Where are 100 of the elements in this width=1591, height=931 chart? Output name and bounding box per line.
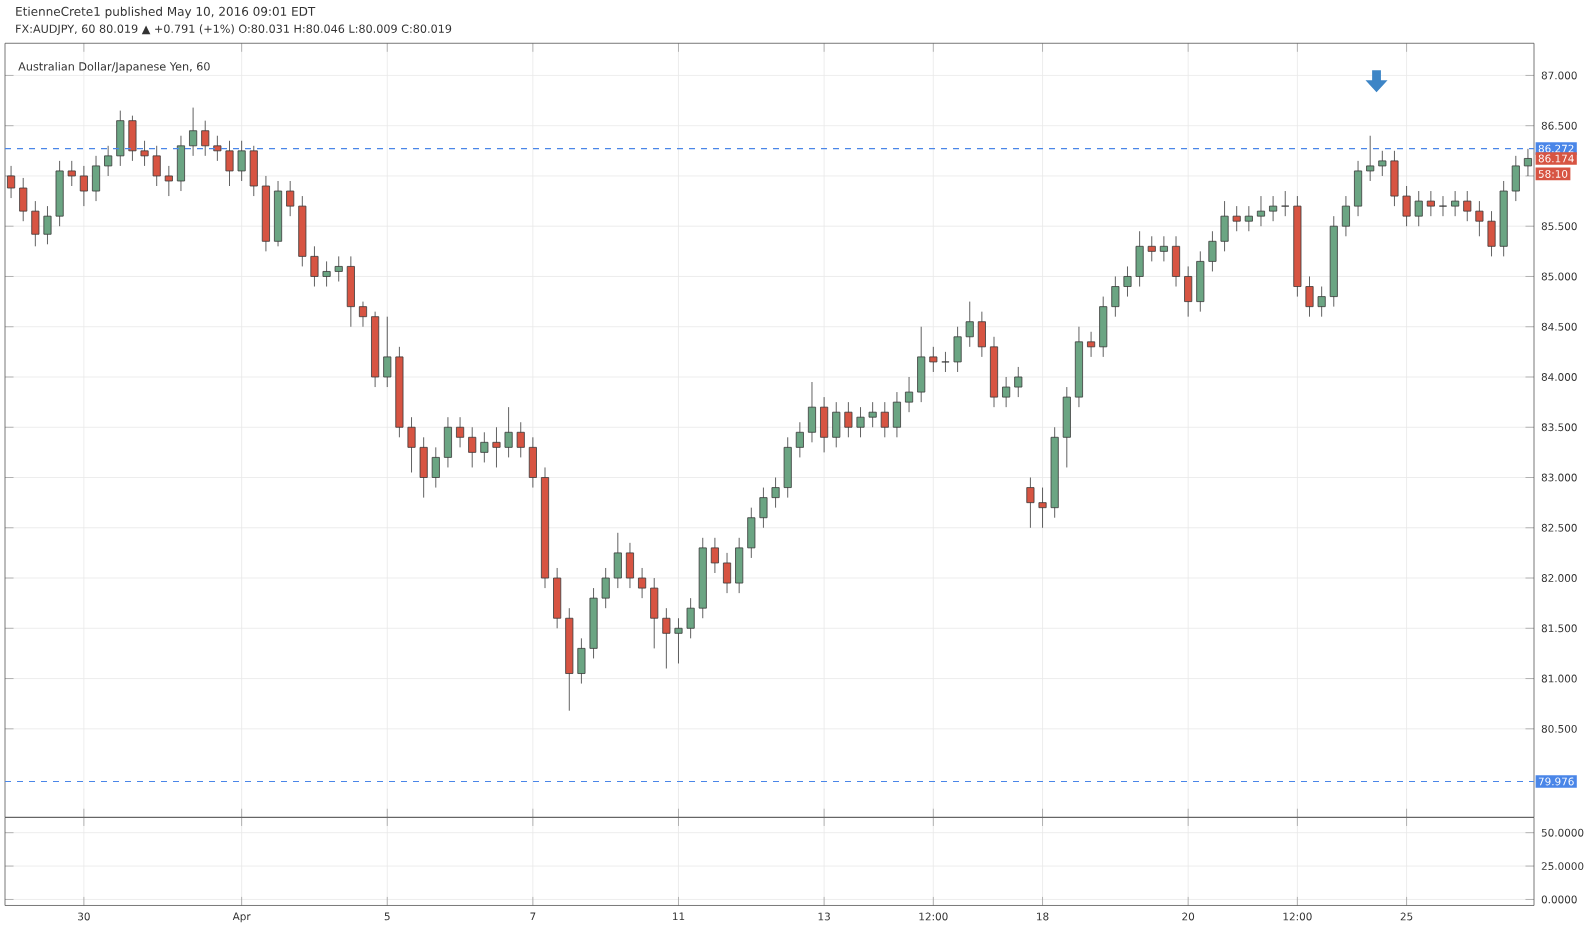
candlestick	[1123, 265, 1132, 297]
candlestick	[67, 160, 76, 187]
candlestick	[844, 401, 853, 438]
candlestick	[1147, 235, 1156, 262]
y-tick-label: 0.0000	[1541, 895, 1577, 904]
candlestick	[638, 567, 647, 599]
candlestick	[662, 607, 671, 669]
candlestick	[1341, 195, 1350, 237]
candlestick	[358, 300, 368, 327]
candlestick	[1463, 190, 1472, 222]
y-tick-label: 81.500	[1541, 624, 1577, 632]
candlestick	[152, 145, 161, 187]
candlestick	[1317, 285, 1326, 317]
candlestick	[104, 145, 113, 177]
candlestick	[334, 255, 343, 282]
candlestick	[164, 165, 173, 197]
y-tick-label: 84.000	[1541, 372, 1577, 381]
candlestick	[1438, 195, 1448, 217]
y-tick-label: 85.500	[1541, 222, 1577, 230]
candlestick	[1159, 235, 1168, 262]
y-tick-label: 83.500	[1541, 423, 1577, 431]
candlestick	[965, 300, 974, 347]
candlestick	[456, 416, 465, 448]
y-tick-label: 80.500	[1541, 724, 1577, 733]
ref-line-label: 79.976	[1538, 777, 1574, 786]
y-tick-label: 82.500	[1541, 523, 1577, 532]
candlestick	[1305, 275, 1314, 317]
candlestick	[941, 351, 950, 373]
candlestick	[1281, 190, 1290, 217]
x-tick-label: 13	[818, 912, 830, 921]
candlestick	[1414, 190, 1423, 227]
candlestick	[723, 552, 732, 594]
candlestick	[1366, 135, 1375, 182]
candlestick	[504, 406, 513, 458]
candlestick	[43, 205, 52, 245]
y-tick-label: 84.500	[1541, 322, 1577, 331]
candlestick	[140, 140, 149, 167]
candlestick	[1402, 185, 1411, 227]
y-tick-label: 83.000	[1541, 473, 1577, 482]
y-tick-label: 50.0000	[1541, 828, 1584, 837]
candlestick	[929, 346, 938, 373]
ref-line-label: 86.272	[1538, 144, 1574, 153]
y-tick-label: 87.000	[1541, 71, 1577, 80]
x-tick-label: 20	[1182, 912, 1195, 921]
candlestick	[383, 316, 392, 388]
candlestick	[1111, 275, 1120, 317]
candlestick	[19, 177, 28, 222]
candlestick	[1378, 150, 1387, 177]
candlestick	[880, 401, 889, 438]
text: Australian Dollar/Japanese Yen, 60	[18, 61, 210, 73]
x-tick-label: 7	[530, 912, 536, 920]
candlestick	[1002, 376, 1011, 408]
y-tick-label: 81.000	[1541, 674, 1577, 683]
candlestick	[225, 140, 234, 187]
candlestick	[1208, 230, 1217, 272]
candlestick	[237, 140, 246, 182]
candlestick	[759, 486, 768, 528]
candlestick	[1451, 190, 1460, 217]
candlestick	[1026, 476, 1035, 528]
candlestick	[431, 446, 440, 488]
x-tick-label: 11	[673, 912, 685, 920]
candlestick	[468, 426, 477, 468]
candlestick	[1087, 331, 1096, 358]
candlestick	[201, 120, 210, 157]
candlestick	[1256, 195, 1266, 227]
x-tick-label: 25	[1400, 912, 1413, 921]
candlestick	[686, 597, 695, 639]
candlestick	[310, 245, 319, 287]
candlestick	[868, 401, 877, 428]
y-tick-label: 82.000	[1541, 573, 1577, 582]
candlestick	[1475, 200, 1484, 237]
candlestick	[1014, 366, 1023, 398]
text: 58:10	[1538, 169, 1568, 178]
candlestick	[492, 426, 501, 468]
y-tick-label: 86.500	[1541, 121, 1577, 130]
candlestick	[674, 617, 683, 664]
text: FX:AUDJPY, 60 80.019 ▲ +0.791 (+1%) O:80.031 H:80.046 L:80.009 C:80.019	[16, 24, 452, 35]
candlestick	[856, 406, 865, 438]
candlestick	[710, 537, 719, 574]
candlestick	[480, 431, 489, 463]
y-tick-label: 25.0000	[1541, 861, 1584, 870]
candlestick	[1269, 195, 1278, 222]
candlestick	[79, 165, 88, 207]
candlestick	[322, 260, 331, 287]
candlestick	[905, 376, 914, 413]
candlestick	[1038, 486, 1047, 528]
candlestick	[1426, 190, 1435, 217]
x-tick-label: 12:00	[919, 912, 948, 921]
candlestick	[795, 421, 804, 458]
candlestick	[286, 180, 295, 217]
candlestick	[516, 421, 525, 458]
candlestick	[1232, 205, 1241, 232]
x-tick-label: Apr	[232, 912, 251, 923]
candlestick	[601, 567, 610, 609]
candlestick	[213, 135, 222, 162]
annotation: 86.174	[1538, 154, 1574, 163]
x-tick-label: 12:00	[1283, 912, 1312, 921]
text: EtienneCrete1 published May 10, 2016 09:01 EDT	[16, 6, 316, 19]
candlestick	[771, 476, 780, 508]
candlestick	[7, 165, 16, 199]
